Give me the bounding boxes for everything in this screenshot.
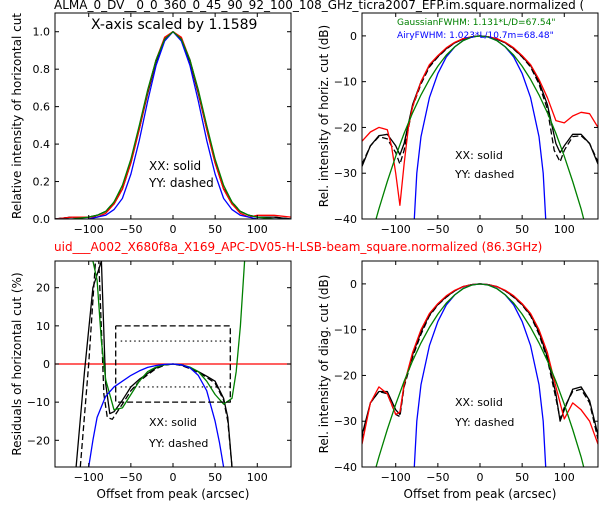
figure-mid-title: uid___A002_X680f8a_X169_APC-DV05-H-LSB-b… [54, 240, 542, 254]
series-group [362, 283, 598, 467]
x-axis-label: Offset from peak (arcsec) [404, 487, 557, 501]
y-tick-label: −20 [334, 369, 357, 382]
y-axis-label: Rel. intensity of horiz. cut (dB) [317, 25, 331, 207]
series-black-solid-line [55, 31, 291, 219]
x-tick-label: −50 [426, 471, 449, 484]
legend-entry: AiryFWHM: 1.023*L/10.7m=68.48" [397, 31, 554, 41]
series-blue-solid-line [413, 35, 547, 219]
x-tick-label: 0 [477, 223, 484, 236]
annotation-text: YY: dashed [454, 168, 514, 181]
series-green-solid-line [55, 31, 291, 219]
series-group [362, 35, 598, 219]
figure-top-title: ALMA_0_DV__0_0_360_0_45_90_92_100_108_GH… [54, 0, 584, 12]
series-green-solid-line [375, 283, 585, 467]
y-tick-label: −30 [334, 167, 357, 180]
annotation-text: X-axis scaled by 1.1589 [91, 17, 257, 33]
y-tick-label: 10 [36, 320, 50, 333]
series-black-dashed-line [362, 35, 598, 165]
x-tick-label: −100 [381, 223, 411, 236]
x-axis-label: Offset from peak (arcsec) [97, 487, 250, 501]
annotation-text: YY: dashed [148, 437, 208, 450]
y-tick-label: 0 [43, 358, 50, 371]
y-tick-label: 0.8 [33, 63, 51, 76]
x-tick-label: 0 [170, 223, 177, 236]
y-tick-label: 0.6 [33, 101, 51, 114]
y-axis-label: Relative intensity of horizontal cut [10, 13, 24, 219]
series-black-dashed-line [115, 325, 231, 403]
series-black-solid-line [75, 261, 233, 467]
x-tick-label: −50 [119, 223, 142, 236]
x-tick-label: 100 [247, 223, 268, 236]
x-tick-label: 50 [208, 223, 222, 236]
y-tick-label: 1.0 [33, 26, 51, 39]
y-tick-label: −10 [334, 76, 357, 89]
x-tick-label: 50 [208, 471, 222, 484]
x-tick-label: −100 [74, 223, 104, 236]
annotation-text: XX: solid [149, 159, 201, 173]
series-black-solid-line [362, 35, 598, 167]
series-blue-solid-line [55, 31, 291, 219]
x-tick-label: 50 [515, 471, 529, 484]
axes-frame [361, 260, 599, 468]
annotation-text: YY: dashed [454, 416, 514, 429]
x-tick-label: −100 [74, 471, 104, 484]
y-tick-label: 0.4 [33, 138, 51, 151]
x-tick-label: 100 [554, 471, 575, 484]
y-axis-label: Rel. intensity of diag. cut (dB) [317, 275, 331, 454]
annotation-text: XX: solid [149, 416, 197, 429]
x-tick-label: 100 [554, 223, 575, 236]
annotation-text: YY: dashed [148, 176, 214, 190]
series-black-dashed-line [55, 31, 291, 219]
y-tick-label: 20 [36, 282, 50, 295]
series-red-solid-line [362, 35, 598, 206]
y-tick-label: 0 [350, 30, 357, 43]
y-tick-label: −40 [334, 213, 357, 226]
x-tick-label: −50 [119, 471, 142, 484]
series-red-solid-line [55, 31, 291, 219]
y-axis-label: Residuals of horizontal cut (%) [10, 272, 24, 455]
y-tick-label: −40 [334, 461, 357, 474]
x-tick-label: 0 [477, 471, 484, 484]
y-tick-label: 0.0 [33, 213, 51, 226]
series-green-solid-line [375, 35, 585, 219]
series-green-solid-line [88, 261, 246, 411]
y-tick-label: −30 [334, 415, 357, 428]
y-tick-label: −10 [334, 324, 357, 337]
annotation-text: XX: solid [455, 149, 503, 162]
series-group [55, 261, 291, 467]
x-tick-label: −100 [381, 471, 411, 484]
y-tick-label: 0 [350, 278, 357, 291]
series-black-dashed-line [79, 261, 233, 467]
y-tick-label: −10 [27, 396, 50, 409]
x-tick-label: 0 [170, 471, 177, 484]
y-tick-label: −20 [334, 121, 357, 134]
series-group [55, 31, 291, 219]
x-tick-label: 50 [515, 223, 529, 236]
y-tick-label: 0.2 [33, 176, 51, 189]
legend-entry: GaussianFWHM: 1.131*L/D=67.54" [397, 18, 555, 28]
x-tick-label: −50 [426, 223, 449, 236]
annotation-text: XX: solid [455, 396, 503, 409]
panel-top-left: −100 −50 0 50 100 0.0 0.2 0.4 0.6 0.8 1.0 Relative … [10, 12, 292, 236]
series-blue-solid-line [88, 363, 225, 467]
x-tick-label: 100 [247, 471, 268, 484]
series-blue-solid-line [413, 283, 547, 467]
y-tick-label: −20 [27, 434, 50, 447]
